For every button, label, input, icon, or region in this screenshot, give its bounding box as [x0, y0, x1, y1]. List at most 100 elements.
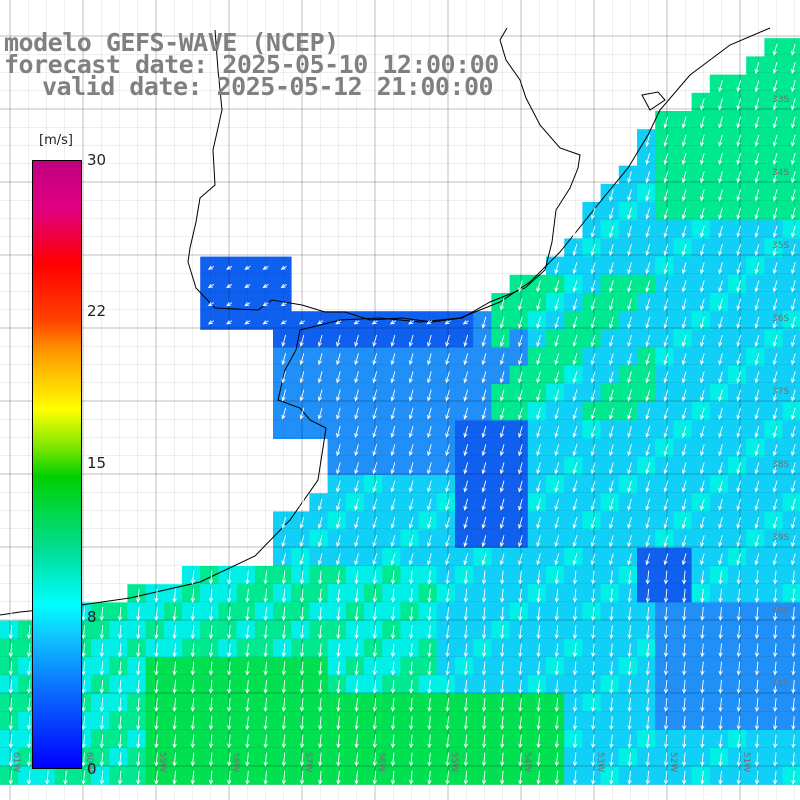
wind-arrow	[210, 734, 213, 748]
wind-arrowhead	[354, 414, 359, 420]
wind-arrow	[591, 462, 596, 474]
wind-arrowhead	[627, 707, 632, 713]
wind-cell	[509, 584, 529, 603]
wind-cell	[582, 693, 601, 712]
wind-cell	[782, 74, 800, 94]
wind-arrow	[192, 643, 195, 657]
wind-arrowhead	[372, 579, 377, 585]
wind-arrowhead	[700, 707, 705, 713]
wind-cell	[182, 584, 201, 603]
wind-arrowhead	[172, 688, 177, 694]
wind-arrow	[536, 498, 541, 510]
wind-arrowhead	[136, 761, 141, 767]
wind-arrowhead	[682, 743, 687, 749]
wind-cell	[746, 566, 765, 585]
wind-arrow	[446, 606, 449, 621]
wind-cell	[673, 256, 692, 276]
wind-arrow	[210, 588, 213, 602]
wind-arrow	[791, 371, 796, 383]
wind-cell	[527, 311, 547, 330]
wind-arrowhead	[663, 378, 668, 384]
wind-arrowhead	[172, 652, 177, 658]
wind-arrow	[738, 770, 741, 784]
wind-cell	[491, 293, 510, 312]
wind-cell	[0, 675, 19, 694]
wind-cell	[491, 584, 510, 603]
wind-arrow	[391, 535, 396, 547]
wind-cell	[145, 620, 165, 640]
wind-cell	[618, 729, 638, 749]
wind-arrow	[264, 716, 267, 730]
wind-cell	[491, 438, 510, 458]
wind-arrowhead	[463, 360, 468, 366]
wind-arrow	[773, 98, 778, 110]
wind-cell	[728, 165, 747, 185]
wind-arrow	[665, 716, 668, 730]
wind-arrowhead	[8, 652, 13, 658]
wind-arrowhead	[408, 524, 413, 530]
wind-arrow	[518, 316, 523, 328]
wind-cell	[0, 693, 19, 712]
wind-arrowhead	[718, 141, 723, 147]
wind-cell	[618, 274, 638, 294]
wind-cell	[309, 329, 328, 348]
wind-arrowhead	[427, 378, 432, 384]
wind-cell	[764, 274, 783, 294]
wind-arrowhead	[791, 560, 796, 566]
wind-arrowhead	[354, 342, 359, 348]
wind-cell	[637, 329, 656, 348]
wind-arrowhead	[609, 232, 614, 238]
wind-arrow	[682, 262, 687, 274]
wind-arrowhead	[718, 214, 723, 220]
wind-arrow	[737, 480, 742, 492]
wind-arrowhead	[754, 141, 759, 147]
wind-arrowhead	[499, 323, 504, 329]
wind-cell	[546, 329, 565, 348]
wind-arrowhead	[299, 634, 305, 640]
wind-arrow	[282, 371, 287, 383]
wind-arrow	[556, 734, 559, 748]
wind-arrowhead	[336, 451, 341, 457]
wind-cell	[364, 547, 383, 567]
wind-arrow	[410, 588, 413, 602]
wind-arrow	[319, 679, 322, 693]
wind-cell	[127, 638, 146, 658]
wind-arrowhead	[536, 634, 541, 640]
wind-arrow	[700, 316, 705, 328]
wind-arrow	[719, 625, 722, 639]
wind-arrow	[519, 734, 522, 748]
wind-arrow	[627, 371, 632, 383]
wind-arrowhead	[281, 542, 286, 548]
wind-arrow	[300, 516, 305, 529]
wind-arrow	[792, 770, 795, 784]
wind-arrowhead	[554, 360, 559, 366]
wind-cell	[764, 766, 783, 785]
wind-cell	[709, 329, 729, 348]
wind-arrow	[428, 770, 431, 784]
wind-arrow	[774, 752, 777, 766]
wind-cell	[273, 511, 292, 530]
wind-arrow	[610, 661, 613, 675]
wind-arrowhead	[445, 469, 450, 475]
wind-arrowhead	[554, 725, 559, 731]
wind-arrowhead	[645, 579, 650, 585]
wind-arrow	[791, 480, 796, 492]
wind-cell	[764, 529, 783, 549]
wind-cell	[746, 620, 765, 640]
wind-arrowhead	[791, 579, 796, 585]
wind-arrow	[519, 625, 522, 639]
wind-arrowhead	[462, 320, 468, 325]
wind-cell	[455, 711, 474, 731]
wind-cell	[473, 748, 492, 767]
wind-arrowhead	[627, 524, 632, 530]
wind-arrowhead	[409, 579, 414, 585]
wind-arrowhead	[280, 283, 286, 288]
wind-arrowhead	[718, 251, 723, 257]
wind-cell	[655, 165, 674, 185]
wind-cell	[709, 766, 729, 785]
wind-cell	[291, 675, 310, 694]
wind-arrowhead	[627, 360, 632, 366]
wind-arrow	[792, 643, 795, 657]
wind-cell	[182, 693, 201, 712]
wind-arrow	[28, 716, 31, 730]
